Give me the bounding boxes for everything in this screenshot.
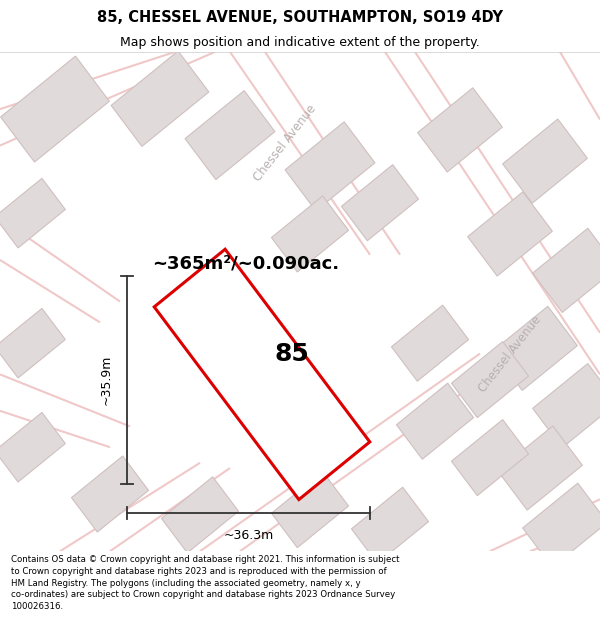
Polygon shape: [493, 306, 577, 391]
Text: Contains OS data © Crown copyright and database right 2021. This information is : Contains OS data © Crown copyright and d…: [11, 555, 400, 611]
Polygon shape: [271, 196, 349, 272]
Polygon shape: [533, 364, 600, 448]
Polygon shape: [271, 472, 349, 548]
Polygon shape: [451, 341, 529, 418]
Polygon shape: [185, 91, 275, 179]
Text: ~36.3m: ~36.3m: [223, 529, 274, 542]
Polygon shape: [533, 228, 600, 312]
Polygon shape: [285, 122, 375, 211]
Text: 85: 85: [275, 342, 310, 366]
Polygon shape: [161, 477, 239, 553]
Polygon shape: [391, 305, 469, 381]
Polygon shape: [111, 51, 209, 146]
Polygon shape: [0, 412, 65, 482]
Polygon shape: [523, 483, 600, 568]
Polygon shape: [503, 119, 587, 203]
Polygon shape: [497, 426, 583, 510]
Polygon shape: [71, 456, 149, 532]
Polygon shape: [0, 178, 65, 248]
Polygon shape: [0, 308, 65, 378]
Polygon shape: [341, 165, 419, 241]
Polygon shape: [451, 419, 529, 496]
Polygon shape: [418, 88, 502, 172]
Text: ~365m²/~0.090ac.: ~365m²/~0.090ac.: [152, 255, 339, 272]
Polygon shape: [352, 488, 428, 563]
Text: 85, CHESSEL AVENUE, SOUTHAMPTON, SO19 4DY: 85, CHESSEL AVENUE, SOUTHAMPTON, SO19 4D…: [97, 11, 503, 26]
Text: Chessel Avenue: Chessel Avenue: [251, 102, 319, 184]
Polygon shape: [154, 249, 370, 499]
Polygon shape: [397, 383, 473, 459]
Polygon shape: [1, 56, 109, 162]
Text: ~35.9m: ~35.9m: [100, 354, 113, 405]
Polygon shape: [467, 192, 553, 276]
Text: Chessel Avenue: Chessel Avenue: [476, 312, 544, 394]
Text: Map shows position and indicative extent of the property.: Map shows position and indicative extent…: [120, 36, 480, 49]
